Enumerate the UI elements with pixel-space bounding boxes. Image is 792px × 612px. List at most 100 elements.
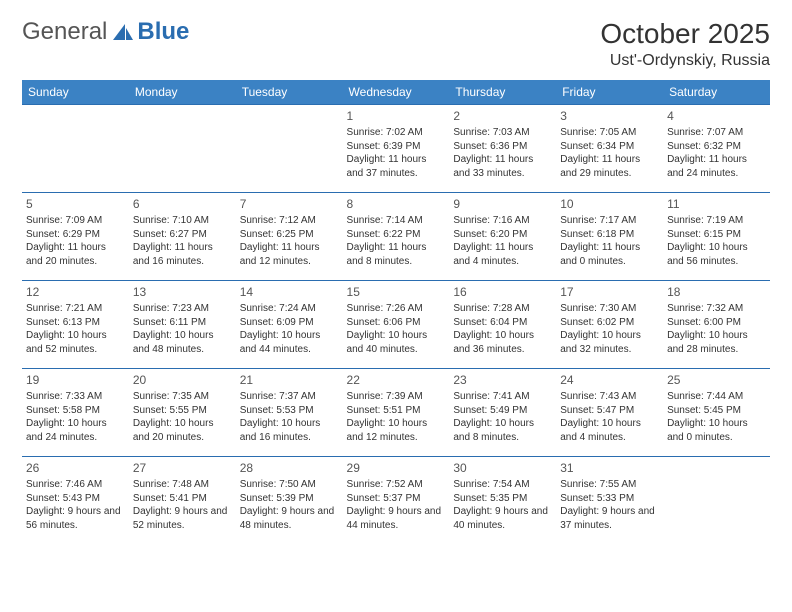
sunset-text: Sunset: 6:02 PM	[560, 316, 659, 330]
brand-part1: General	[22, 18, 107, 46]
calendar-row: 5Sunrise: 7:09 AMSunset: 6:29 PMDaylight…	[22, 193, 770, 281]
daylight-text: Daylight: 10 hours and 40 minutes.	[347, 329, 446, 356]
sunset-text: Sunset: 6:04 PM	[453, 316, 552, 330]
daylight-text: Daylight: 10 hours and 8 minutes.	[453, 417, 552, 444]
sunrise-text: Sunrise: 7:28 AM	[453, 302, 552, 316]
day-number: 14	[240, 284, 339, 300]
sunset-text: Sunset: 6:20 PM	[453, 228, 552, 242]
sunrise-text: Sunrise: 7:19 AM	[667, 214, 766, 228]
calendar-cell: 9Sunrise: 7:16 AMSunset: 6:20 PMDaylight…	[449, 193, 556, 281]
sunset-text: Sunset: 5:53 PM	[240, 404, 339, 418]
location-label: Ust'-Ordynskiy, Russia	[600, 52, 770, 70]
sunrise-text: Sunrise: 7:46 AM	[26, 478, 125, 492]
daylight-text: Daylight: 11 hours and 33 minutes.	[453, 153, 552, 180]
sunset-text: Sunset: 6:18 PM	[560, 228, 659, 242]
daylight-text: Daylight: 11 hours and 37 minutes.	[347, 153, 446, 180]
sunrise-text: Sunrise: 7:10 AM	[133, 214, 232, 228]
sunrise-text: Sunrise: 7:02 AM	[347, 126, 446, 140]
calendar-cell: 11Sunrise: 7:19 AMSunset: 6:15 PMDayligh…	[663, 193, 770, 281]
daylight-text: Daylight: 10 hours and 56 minutes.	[667, 241, 766, 268]
sunrise-text: Sunrise: 7:14 AM	[347, 214, 446, 228]
daylight-text: Daylight: 11 hours and 16 minutes.	[133, 241, 232, 268]
sunset-text: Sunset: 5:43 PM	[26, 492, 125, 506]
day-number: 23	[453, 372, 552, 388]
calendar-cell: 21Sunrise: 7:37 AMSunset: 5:53 PMDayligh…	[236, 369, 343, 457]
weekday-header: Tuesday	[236, 80, 343, 105]
day-number: 19	[26, 372, 125, 388]
daylight-text: Daylight: 10 hours and 12 minutes.	[347, 417, 446, 444]
calendar-cell: 10Sunrise: 7:17 AMSunset: 6:18 PMDayligh…	[556, 193, 663, 281]
day-number: 26	[26, 460, 125, 476]
day-number: 16	[453, 284, 552, 300]
day-number: 27	[133, 460, 232, 476]
calendar-cell: 6Sunrise: 7:10 AMSunset: 6:27 PMDaylight…	[129, 193, 236, 281]
calendar-cell: 23Sunrise: 7:41 AMSunset: 5:49 PMDayligh…	[449, 369, 556, 457]
daylight-text: Daylight: 10 hours and 36 minutes.	[453, 329, 552, 356]
weekday-header-row: Sunday Monday Tuesday Wednesday Thursday…	[22, 80, 770, 105]
sunset-text: Sunset: 6:39 PM	[347, 140, 446, 154]
sunset-text: Sunset: 6:29 PM	[26, 228, 125, 242]
day-number: 28	[240, 460, 339, 476]
calendar-cell: 15Sunrise: 7:26 AMSunset: 6:06 PMDayligh…	[343, 281, 450, 369]
calendar-cell: 20Sunrise: 7:35 AMSunset: 5:55 PMDayligh…	[129, 369, 236, 457]
calendar-cell: 18Sunrise: 7:32 AMSunset: 6:00 PMDayligh…	[663, 281, 770, 369]
weekday-header: Sunday	[22, 80, 129, 105]
sunset-text: Sunset: 5:39 PM	[240, 492, 339, 506]
day-number: 20	[133, 372, 232, 388]
calendar-cell: 26 Sunrise: 7:46 AMSunset: 5:43 PMDayligh…	[22, 457, 129, 545]
daylight-text: Daylight: 11 hours and 20 minutes.	[26, 241, 125, 268]
calendar-cell: 19Sunrise: 7:33 AMSunset: 5:58 PMDayligh…	[22, 369, 129, 457]
sunrise-text: Sunrise: 7:39 AM	[347, 390, 446, 404]
calendar-cell: 4Sunrise: 7:07 AMSunset: 6:32 PMDaylight…	[663, 105, 770, 193]
day-number: 24	[560, 372, 659, 388]
daylight-text: Daylight: 9 hours and 44 minutes.	[347, 505, 446, 532]
daylight-text: Daylight: 9 hours and 52 minutes.	[133, 505, 232, 532]
day-number: 11	[667, 196, 766, 212]
daylight-text: Daylight: 10 hours and 52 minutes.	[26, 329, 125, 356]
sunrise-text: Sunrise: 7:35 AM	[133, 390, 232, 404]
sunset-text: Sunset: 5:37 PM	[347, 492, 446, 506]
calendar-cell: 12Sunrise: 7:21 AMSunset: 6:13 PMDayligh…	[22, 281, 129, 369]
sail-icon	[111, 22, 135, 42]
calendar-cell: 7Sunrise: 7:12 AMSunset: 6:25 PMDaylight…	[236, 193, 343, 281]
sunset-text: Sunset: 5:49 PM	[453, 404, 552, 418]
calendar-cell: 2Sunrise: 7:03 AMSunset: 6:36 PMDaylight…	[449, 105, 556, 193]
calendar-row: 19Sunrise: 7:33 AMSunset: 5:58 PMDayligh…	[22, 369, 770, 457]
sunset-text: Sunset: 6:00 PM	[667, 316, 766, 330]
calendar-cell: 3Sunrise: 7:05 AMSunset: 6:34 PMDaylight…	[556, 105, 663, 193]
sunset-text: Sunset: 6:32 PM	[667, 140, 766, 154]
day-number: 21	[240, 372, 339, 388]
daylight-text: Daylight: 10 hours and 48 minutes.	[133, 329, 232, 356]
calendar-cell	[129, 105, 236, 193]
sunset-text: Sunset: 6:22 PM	[347, 228, 446, 242]
weekday-header: Saturday	[663, 80, 770, 105]
weekday-header: Friday	[556, 80, 663, 105]
weekday-header: Wednesday	[343, 80, 450, 105]
calendar-cell: 13Sunrise: 7:23 AMSunset: 6:11 PMDayligh…	[129, 281, 236, 369]
sunrise-text: Sunrise: 7:23 AM	[133, 302, 232, 316]
day-number: 8	[347, 196, 446, 212]
daylight-text: Daylight: 11 hours and 24 minutes.	[667, 153, 766, 180]
sunrise-text: Sunrise: 7:21 AM	[26, 302, 125, 316]
daylight-text: Daylight: 10 hours and 44 minutes.	[240, 329, 339, 356]
calendar-cell: 5Sunrise: 7:09 AMSunset: 6:29 PMDaylight…	[22, 193, 129, 281]
calendar-cell: 25Sunrise: 7:44 AMSunset: 5:45 PMDayligh…	[663, 369, 770, 457]
sunrise-text: Sunrise: 7:54 AM	[453, 478, 552, 492]
sunset-text: Sunset: 6:09 PM	[240, 316, 339, 330]
sunset-text: Sunset: 5:33 PM	[560, 492, 659, 506]
day-number: 29	[347, 460, 446, 476]
sunset-text: Sunset: 5:35 PM	[453, 492, 552, 506]
calendar-row: 12Sunrise: 7:21 AMSunset: 6:13 PMDayligh…	[22, 281, 770, 369]
day-number: 2	[453, 108, 552, 124]
day-number: 13	[133, 284, 232, 300]
daylight-text: Daylight: 10 hours and 28 minutes.	[667, 329, 766, 356]
sunrise-text: Sunrise: 7:37 AM	[240, 390, 339, 404]
sunset-text: Sunset: 6:13 PM	[26, 316, 125, 330]
day-number: 22	[347, 372, 446, 388]
page-header: General Blue October 2025 Ust'-Ordynskiy…	[22, 18, 770, 70]
daylight-text: Daylight: 9 hours and 56 minutes.	[26, 505, 125, 532]
calendar-cell: 31Sunrise: 7:55 AMSunset: 5:33 PMDayligh…	[556, 457, 663, 545]
sunrise-text: Sunrise: 7:33 AM	[26, 390, 125, 404]
brand-logo: General Blue	[22, 18, 189, 46]
weekday-header: Thursday	[449, 80, 556, 105]
